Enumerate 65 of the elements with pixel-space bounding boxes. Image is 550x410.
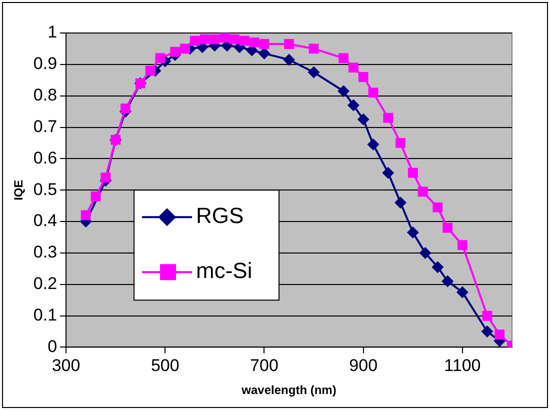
point [382,166,394,179]
point [358,72,368,82]
x-axis-title: wavelength (nm) [240,383,336,398]
y-tick-label: 0.6 [33,148,58,168]
y-tick-label: 0.9 [33,54,58,74]
legend-label: RGS [196,203,244,228]
point [220,33,230,43]
y-tick-label: 0.1 [33,305,58,324]
point [494,330,505,340]
point [283,54,296,66]
point [458,240,468,250]
point [432,202,443,212]
x-tick-label: 300 [52,356,80,376]
point [190,36,200,46]
point [308,66,320,78]
point [406,226,419,239]
point [348,62,358,73]
point [368,88,378,98]
point [308,44,319,54]
point [170,46,180,57]
y-tick-label: 0 [48,336,58,356]
y-tick-label: 0.5 [33,180,58,199]
point [100,172,111,182]
point [383,112,394,123]
point [357,113,370,126]
point [418,186,428,197]
y-tick-label: 1 [48,22,58,42]
point [408,168,418,178]
y-axis-title: IQE [12,180,26,200]
point [210,34,220,44]
point [394,196,407,209]
point [456,286,468,298]
point [338,53,348,64]
y-tick-label: 0.4 [33,211,58,230]
point [442,275,454,288]
point [482,310,492,321]
x-tick-label: 500 [150,356,180,376]
point [80,210,91,220]
point [481,325,494,338]
y-tick-label: 0.3 [33,242,58,262]
point [442,222,453,233]
point [347,99,360,112]
point [367,138,380,151]
x-tick-label: 1100 [444,356,481,376]
x-tick-label: 700 [250,356,278,376]
y-tick-label: 0.7 [33,116,58,136]
point [239,36,250,46]
point [338,85,350,98]
y-tick-label: 0.8 [33,86,58,105]
point [90,191,101,202]
point [396,138,406,148]
point [120,103,130,114]
y-tick-label: 0.2 [33,274,58,294]
point [200,34,210,44]
point [145,66,156,76]
point [432,261,444,274]
point [180,44,190,54]
point [284,39,294,49]
point [155,53,166,64]
point [419,246,432,259]
point [259,39,270,49]
point [230,34,240,44]
legend-label: mc-Si [196,258,252,284]
point [249,37,260,48]
x-tick-label: 900 [349,356,378,376]
